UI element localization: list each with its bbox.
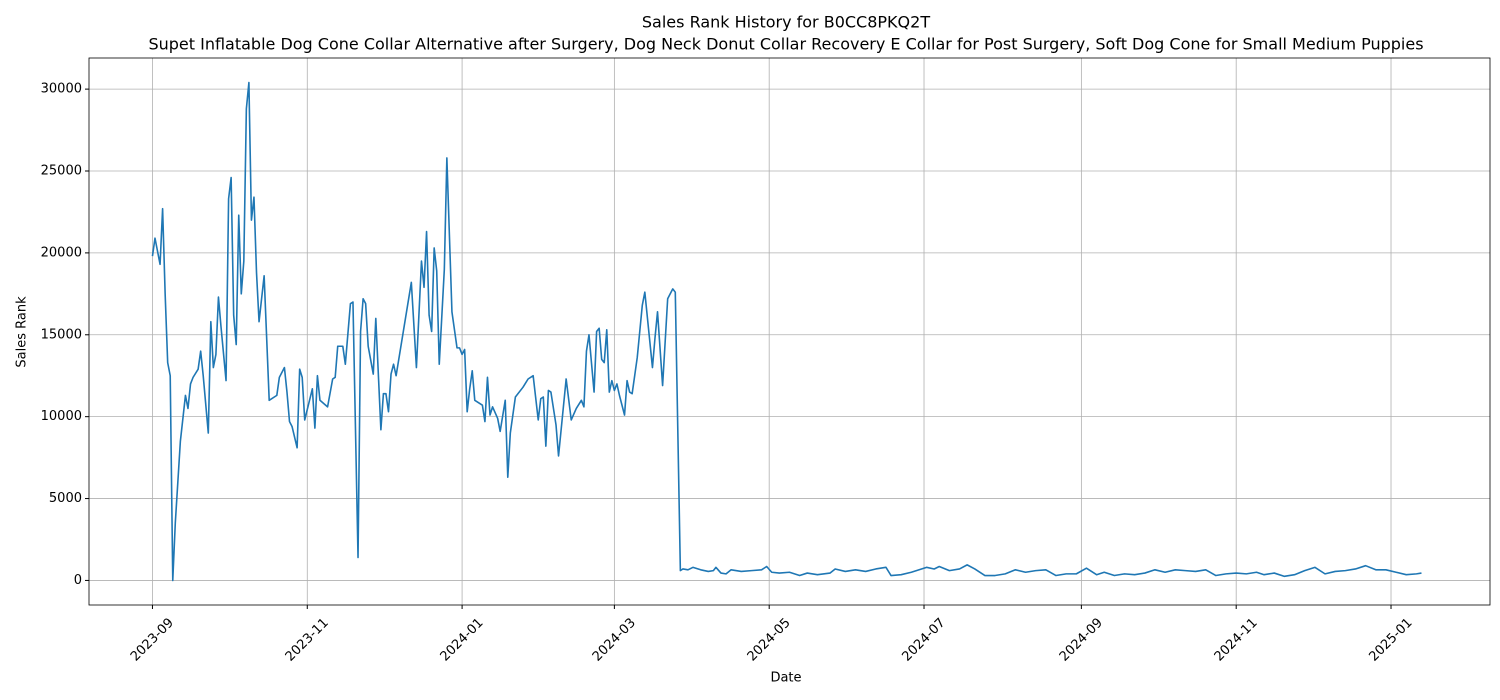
y-axis-label: Sales Rank (15, 296, 30, 368)
y-tick-label: 15000 (41, 327, 82, 342)
x-tick-label: 2023-11 (283, 615, 332, 664)
x-tick-label: 2024-05 (745, 615, 794, 664)
x-tick-label: 2024-01 (438, 615, 487, 664)
x-tick-label: 2024-03 (590, 615, 639, 664)
y-tick-label: 5000 (49, 491, 82, 506)
x-axis-label: Date (770, 671, 801, 686)
x-tick-label: 2024-11 (1212, 615, 1261, 664)
data-line (151, 81, 1422, 582)
chart-title: Sales Rank History for B0CC8PKQ2T (642, 13, 930, 32)
x-tick-label: 2025-01 (1367, 615, 1416, 664)
y-tick-label: 0 (74, 573, 82, 588)
x-tick-label: 2024-07 (900, 615, 949, 664)
plot-frame (88, 57, 1491, 606)
y-tick-label: 30000 (41, 82, 82, 97)
x-tick-label: 2024-09 (1057, 615, 1106, 664)
x-tick-label: 2023-09 (128, 615, 177, 664)
y-tick-label: 20000 (41, 245, 82, 260)
y-tick-label: 10000 (41, 409, 82, 424)
chart-subtitle: Supet Inflatable Dog Cone Collar Alterna… (148, 35, 1423, 54)
y-tick-label: 25000 (41, 164, 82, 179)
